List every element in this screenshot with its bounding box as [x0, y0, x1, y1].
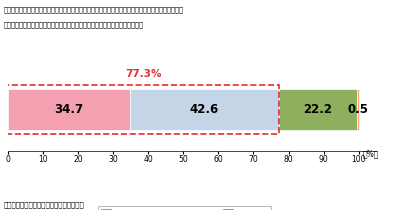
Bar [8, 89, 129, 130]
Bar [129, 89, 279, 130]
Legend: 聞いたことがあり、厳しさの程度も一定程度理解している, 聞いたことはあるが、厳しさの程度はよくわからない, 聞いたことがない, 無回答: 聞いたことがあり、厳しさの程度も一定程度理解している, 聞いたことはあるが、厳し… [98, 206, 271, 210]
Text: 資料）国土交通省「モニターアンケート」: 資料）国土交通省「モニターアンケート」 [4, 201, 85, 208]
Text: 22.2: 22.2 [303, 103, 333, 116]
Bar [357, 89, 359, 130]
Text: 0.5: 0.5 [347, 103, 368, 116]
Text: （問）インフラを直接管理している地方公共団体は、財政力及び技術力・人員が不足し、インフラを: （問）インフラを直接管理している地方公共団体は、財政力及び技術力・人員が不足し、… [4, 6, 184, 13]
Text: （%）: （%） [362, 149, 379, 158]
Text: 77.3%: 77.3% [125, 69, 162, 79]
Bar [279, 89, 357, 130]
Text: 42.6: 42.6 [190, 103, 219, 116]
Text: 適切に管理する体制の維持が困難になってきている状況をご存じですか。: 適切に管理する体制の維持が困難になってきている状況をご存じですか。 [4, 21, 144, 28]
Text: 34.7: 34.7 [54, 103, 83, 116]
